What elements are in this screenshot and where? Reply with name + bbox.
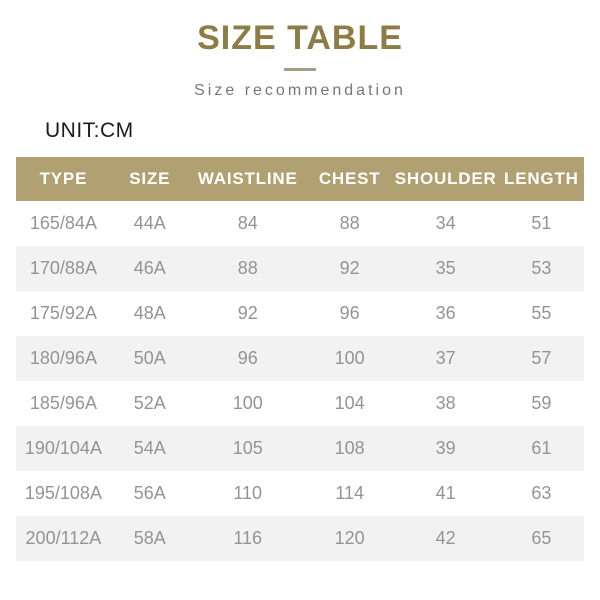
table-cell: 39 [392, 426, 499, 471]
table-cell: 55 [498, 291, 584, 336]
table-cell: 42 [392, 516, 499, 561]
table-cell: 65 [498, 516, 584, 561]
table-row: 180/96A 50A 96 100 37 57 [16, 336, 584, 381]
table-cell: 108 [306, 426, 393, 471]
table-cell: 88 [306, 201, 393, 246]
table-cell: 92 [306, 246, 393, 291]
table-cell: 165/84A [16, 201, 111, 246]
column-header-waistline: WAISTLINE [188, 157, 307, 201]
table-cell: 36 [392, 291, 499, 336]
table-row: 200/112A 58A 116 120 42 65 [16, 516, 584, 561]
table-row: 195/108A 56A 110 114 41 63 [16, 471, 584, 516]
table-cell: 48A [110, 291, 189, 336]
page-subtitle: Size recommendation [194, 82, 406, 99]
table-row: 190/104A 54A 105 108 39 61 [16, 426, 584, 471]
table-cell: 180/96A [16, 336, 111, 381]
table-cell: 92 [188, 291, 307, 336]
table-cell: 185/96A [16, 381, 111, 426]
table-cell: 57 [498, 336, 584, 381]
table-cell: 96 [188, 336, 307, 381]
unit-label: UNIT:CM [45, 119, 134, 142]
table-cell: 105 [188, 426, 307, 471]
table-cell: 38 [392, 381, 499, 426]
size-table: TYPE SIZE WAISTLINE CHEST SHOULDER LENGTH 165… [16, 157, 584, 561]
page-header: SIZE TABLE Size recommendation [0, 0, 600, 100]
column-header-type: TYPE [16, 157, 111, 201]
table-cell: 84 [188, 201, 307, 246]
table-cell: 190/104A [16, 426, 111, 471]
table-cell: 53 [498, 246, 584, 291]
table-cell: 170/88A [16, 246, 111, 291]
table-cell: 37 [392, 336, 499, 381]
table-cell: 54A [110, 426, 189, 471]
table-cell: 51 [498, 201, 584, 246]
table-row: 175/92A 48A 92 96 36 55 [16, 291, 584, 336]
table-cell: 52A [110, 381, 189, 426]
column-header-length: LENGTH [498, 157, 584, 201]
table-cell: 104 [306, 381, 393, 426]
table-cell: 114 [306, 471, 393, 516]
table-cell: 175/92A [16, 291, 111, 336]
table-cell: 61 [498, 426, 584, 471]
table-cell: 58A [110, 516, 189, 561]
table-cell: 63 [498, 471, 584, 516]
table-cell: 120 [306, 516, 393, 561]
table-cell: 195/108A [16, 471, 111, 516]
table-row: 185/96A 52A 100 104 38 59 [16, 381, 584, 426]
table-cell: 50A [110, 336, 189, 381]
title-divider-line [284, 68, 316, 71]
table-row: 165/84A 44A 84 88 34 51 [16, 201, 584, 246]
table-cell: 96 [306, 291, 393, 336]
table-cell: 44A [110, 201, 189, 246]
page-title: SIZE TABLE [197, 19, 403, 57]
table-cell: 56A [110, 471, 189, 516]
table-cell: 46A [110, 246, 189, 291]
column-header-size: SIZE [110, 157, 189, 201]
column-header-shoulder: SHOULDER [392, 157, 499, 201]
table-cell: 59 [498, 381, 584, 426]
table-cell: 116 [188, 516, 307, 561]
table-cell: 41 [392, 471, 499, 516]
size-table-header: TYPE SIZE WAISTLINE CHEST SHOULDER LENGTH [16, 157, 584, 201]
table-cell: 200/112A [16, 516, 111, 561]
table-cell: 110 [188, 471, 307, 516]
table-cell: 100 [306, 336, 393, 381]
column-header-chest: CHEST [306, 157, 393, 201]
table-cell: 34 [392, 201, 499, 246]
table-cell: 35 [392, 246, 499, 291]
table-cell: 100 [188, 381, 307, 426]
table-cell: 88 [188, 246, 307, 291]
size-table-body: 165/84A 44A 84 88 34 51 170/88A 46A 88 92 35 53 175/… [16, 201, 584, 561]
table-row: 170/88A 46A 88 92 35 53 [16, 246, 584, 291]
header-row: TYPE SIZE WAISTLINE CHEST SHOULDER LENGTH [16, 157, 584, 201]
